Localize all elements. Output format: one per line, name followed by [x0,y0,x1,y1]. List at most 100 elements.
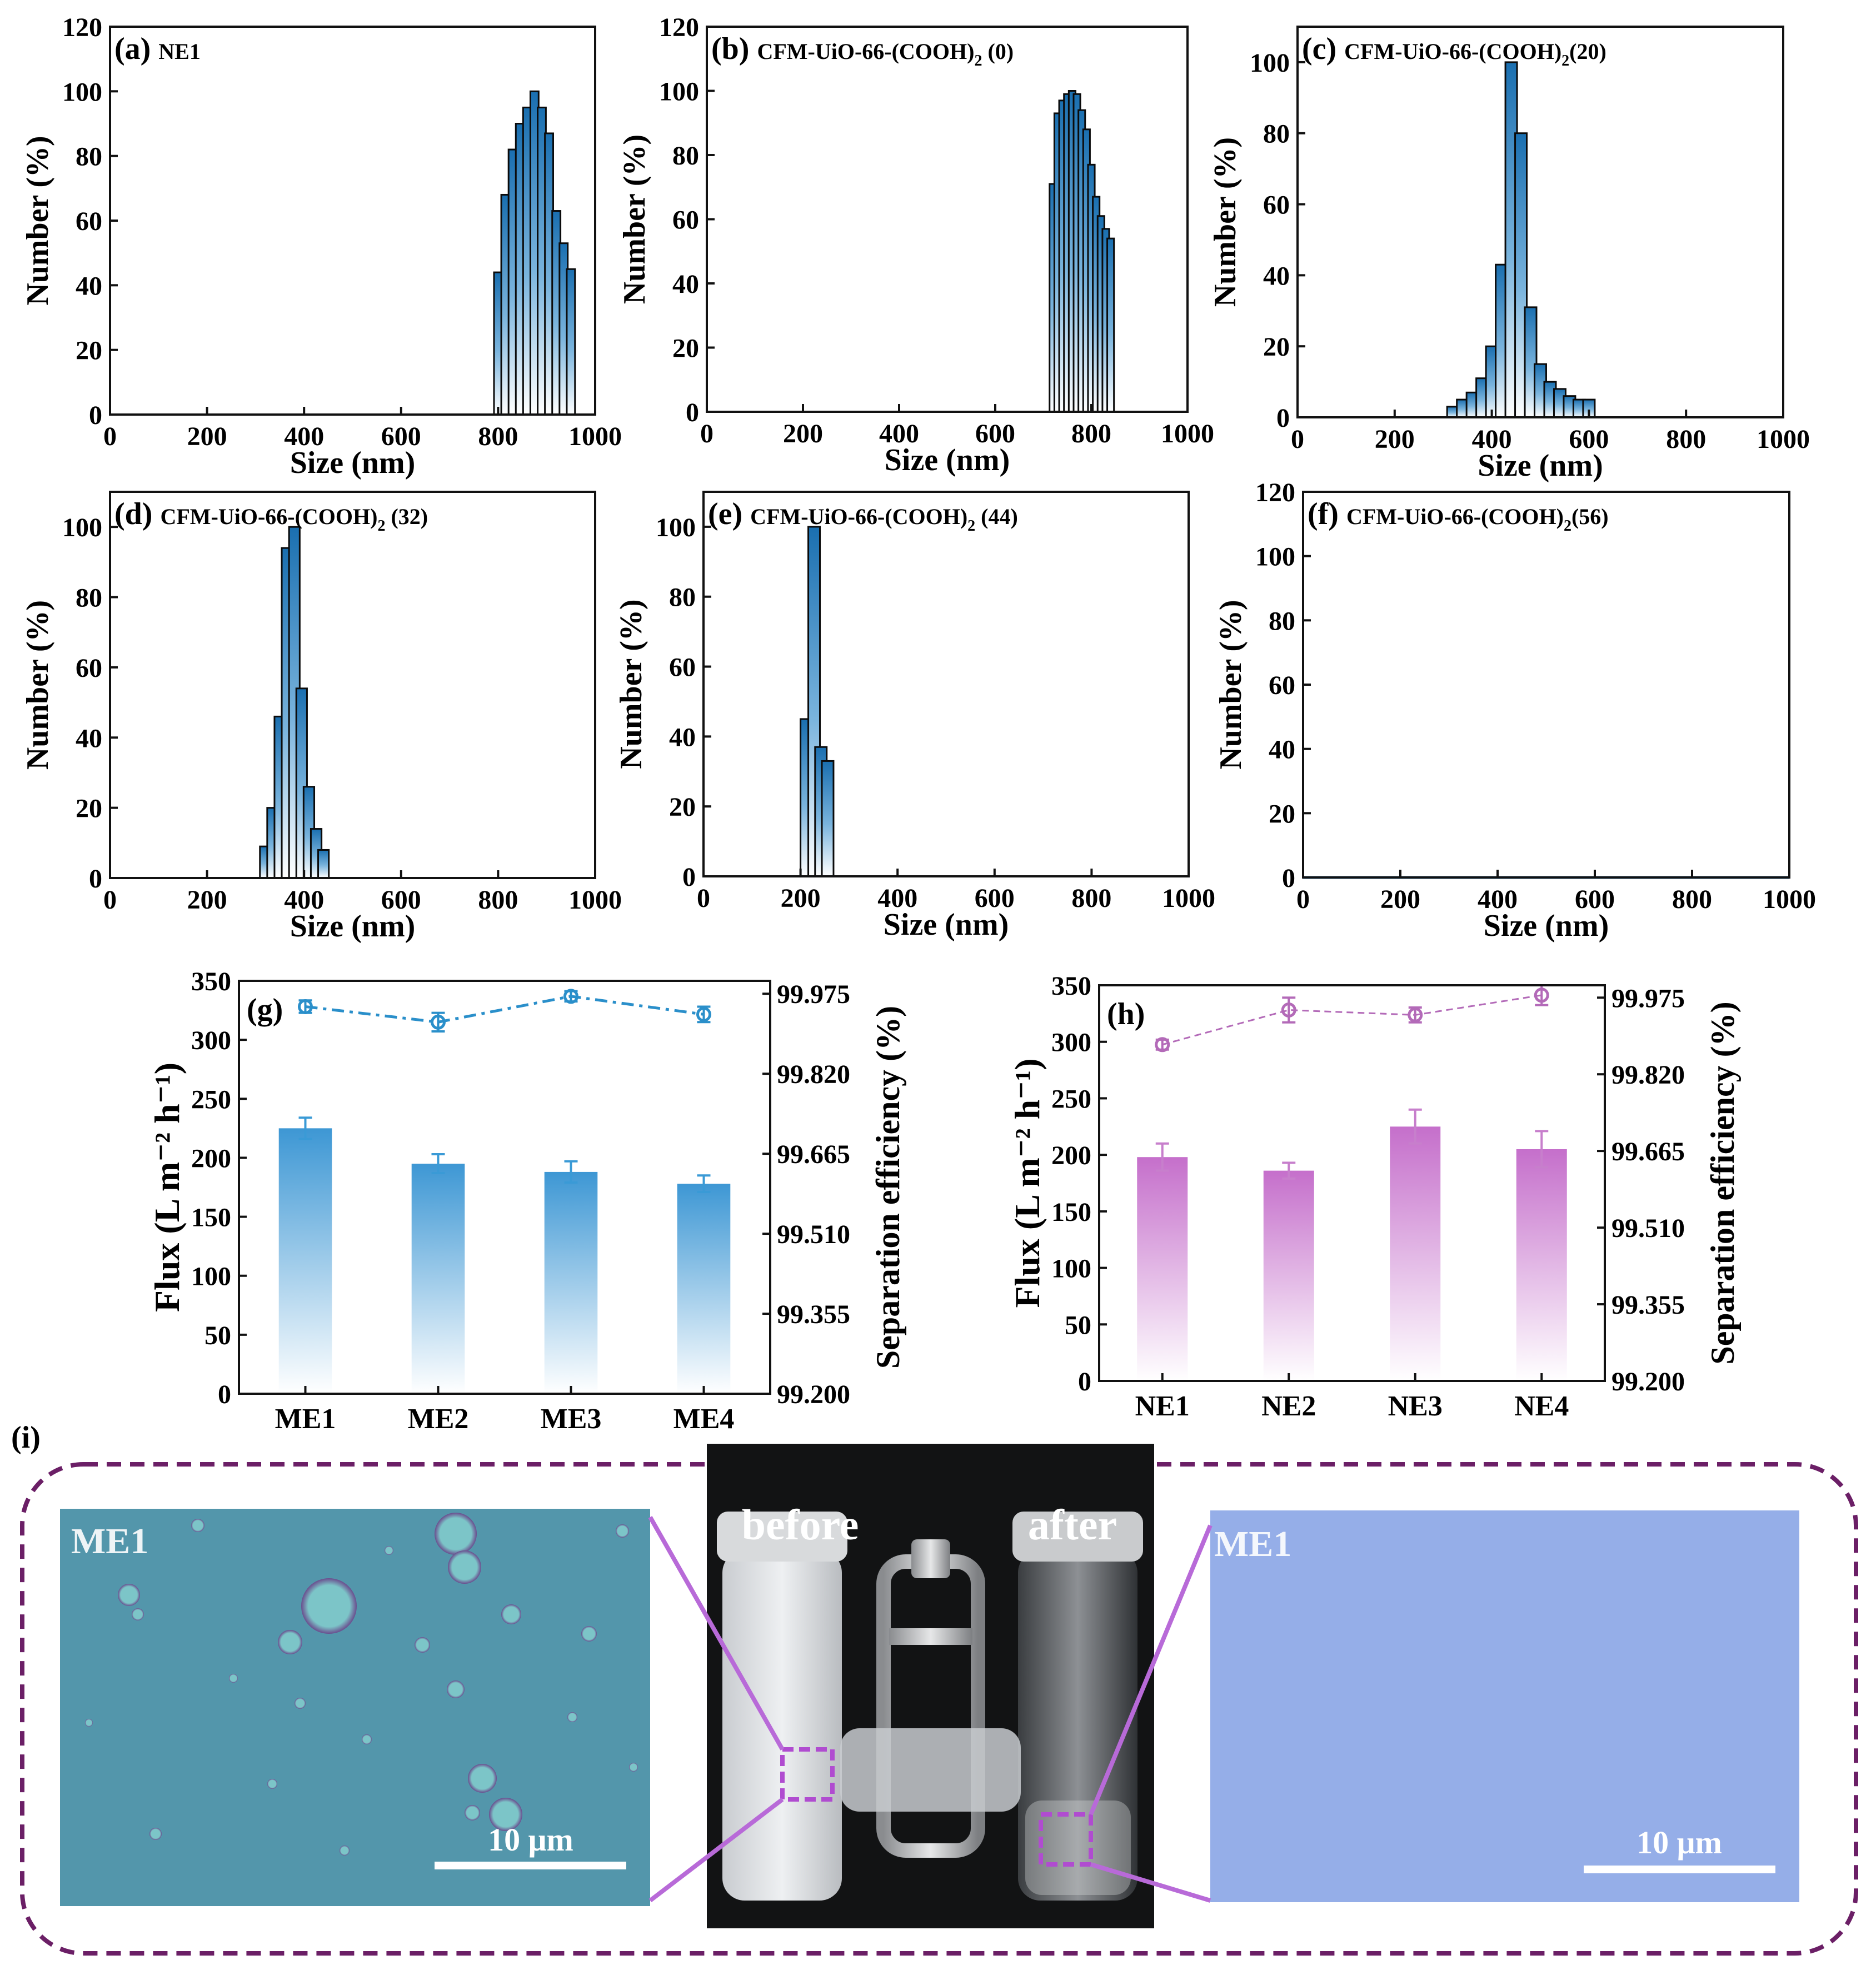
y2-tick-label: 99.200 [1611,1367,1685,1397]
scale-bar-right-label: 10 μm [1636,1824,1722,1861]
droplet [340,1846,350,1856]
x-tick-label: 1000 [1162,884,1215,913]
y-tick-label: 60 [672,206,699,235]
x-tick-label: 200 [187,885,227,915]
y-tick-label: 20 [669,792,696,822]
x-tick-label: 200 [187,422,227,451]
x-axis-label: Size (nm) [1478,448,1603,483]
zoom-box-after [1039,1812,1093,1867]
y-tick-label: 300 [191,1026,231,1055]
droplet [447,1680,465,1698]
panel-title: (a) NE1 [114,32,201,66]
category-label: ME3 [541,1403,602,1435]
panel-label: (h) [1107,997,1145,1031]
droplet [385,1546,393,1555]
efficiency-point [563,989,578,1004]
y-tick-label: 250 [191,1085,231,1114]
y-tick-label: 20 [672,334,699,363]
y-tick-label: 80 [672,141,699,171]
y-tick-label: 300 [1051,1028,1091,1058]
plot-frame [1098,984,1606,1382]
x-tick-label: 600 [381,885,421,915]
y-tick-label: 80 [1269,606,1295,636]
y2-tick-label: 99.975 [777,980,850,1009]
after-label: after [1028,1500,1117,1549]
flux-bar [1390,1126,1441,1381]
y-tick-label: 0 [1282,864,1295,893]
y-tick-label: 120 [62,13,102,42]
bar [317,849,330,879]
plot-frame [706,26,1189,413]
x-tick-label: 1000 [568,422,622,451]
y-tick-label: 200 [191,1144,231,1173]
micrograph-right-label: ME1 [1214,1524,1291,1564]
x-tick-label: 200 [1380,885,1420,914]
y-tick-label: 60 [76,207,102,236]
y-tick-label: 150 [191,1203,231,1233]
plot-frame [1302,491,1790,879]
x-tick-label: 800 [1071,884,1111,913]
efficiency-line [305,995,704,1024]
y-tick-label: 150 [1051,1198,1091,1227]
zoom-line [648,1797,784,1903]
y-tick-label: 0 [89,864,102,894]
panel-i: (i) [11,1420,1858,1956]
efficiency-point [1155,1037,1170,1053]
x-axis-label: Size (nm) [290,446,416,480]
chart-panel-b: 0 20 40 60 80 100 120 0 200 400 600 800 1000 Size (nm… [617,13,1214,477]
droplet [629,1763,638,1772]
panel-title: (f) CFM-UiO-66-(COOH)2(56) [1308,497,1609,535]
y-tick-label: 0 [1276,403,1290,433]
x-tick-label: 600 [975,419,1015,448]
flux-efficiency-panels: 0 50 100 150 200 250 300 350 99.200 99.355 99.510 9… [147,967,1741,1435]
x-tick-label: 800 [1672,885,1712,914]
category-label: ME4 [673,1403,735,1435]
y-tick-label: 60 [76,654,102,683]
panel-title-text: CFM-UiO-66-(COOH) [757,39,974,64]
y2-tick-label: 99.510 [1611,1214,1685,1243]
x-tick-label: 600 [381,422,421,451]
x-tick-label: 400 [284,885,324,915]
droplet [435,1513,477,1555]
y2-tick-label: 99.975 [1611,984,1685,1013]
panel-label-i: (i) [11,1420,41,1455]
efficiency-line [1162,994,1542,1046]
x-axis-label: Size (nm) [1484,909,1609,943]
panel-title-suffix: (32) [385,504,428,529]
y-tick-label: 80 [669,583,696,612]
droplet [132,1608,144,1620]
droplet [581,1626,597,1642]
panel-title-subscript: 2 [377,517,385,535]
y-tick-label: 120 [1255,478,1295,507]
zoom-line [1089,1524,1213,1816]
category-label: NE3 [1388,1390,1443,1422]
flux-bar [544,1171,598,1394]
x-axis-label: Size (nm) [885,443,1010,477]
x-tick-label: 400 [1472,425,1512,454]
y-tick-label: 20 [1263,332,1290,362]
category-label: NE2 [1261,1390,1316,1422]
zoom-box-before [780,1747,835,1802]
droplet [278,1630,302,1654]
panel-title-suffix: (0) [982,39,1014,64]
bar [566,268,576,416]
y-tick-label: 80 [76,142,102,172]
y-tick-label: 40 [1263,261,1290,291]
flux-bar [1516,1149,1567,1381]
micrograph-left: ME1 10 μm [60,1509,650,1906]
droplet [149,1828,162,1840]
y2-tick-label: 99.820 [777,1060,850,1089]
y2-tick-label: 99.820 [1611,1060,1685,1090]
x-tick-label: 0 [1291,425,1304,454]
panel-label: (b) [711,32,757,66]
x-tick-label: 800 [1071,419,1111,448]
y-tick-label: 100 [659,77,699,107]
y-tick-label: 100 [191,1262,231,1291]
x-axis-label: Size (nm) [290,909,416,944]
x-tick-label: 200 [783,419,823,448]
y2-tick-label: 99.355 [777,1300,850,1329]
plot-frame [109,491,596,879]
y-tick-label: 0 [89,401,102,430]
y-tick-label: 40 [76,271,102,301]
droplet [295,1698,306,1709]
